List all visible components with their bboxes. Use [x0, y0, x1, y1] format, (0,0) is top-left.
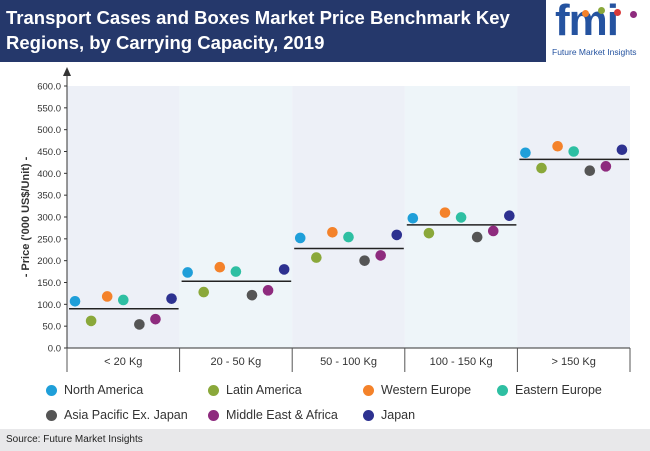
legend-marker-icon	[363, 410, 374, 421]
y-tick-label: 600.0	[37, 82, 61, 93]
y-tick-label: 0.0	[48, 344, 61, 355]
data-point	[423, 227, 435, 239]
legend-marker-icon	[46, 410, 57, 421]
data-point	[150, 313, 161, 325]
chart-legend: North America Latin America Western Europe…	[0, 380, 650, 430]
data-point	[584, 165, 596, 177]
category-band	[179, 86, 293, 348]
x-tick-label: > 150 Kg	[552, 356, 596, 368]
data-point	[134, 319, 145, 330]
legend-label: North America	[64, 383, 144, 397]
legend-marker-icon	[46, 385, 57, 396]
y-tick-label: 100.0	[37, 300, 61, 311]
y-tick-label: 200.0	[37, 256, 61, 267]
x-tick-label: 100 - 150 Kg	[430, 356, 493, 368]
data-point	[487, 225, 499, 237]
data-point	[552, 140, 563, 152]
data-point	[101, 291, 113, 302]
data-point	[375, 250, 386, 261]
category-band	[292, 86, 405, 348]
data-point	[166, 293, 177, 304]
y-tick-label: 500.0	[37, 125, 61, 136]
logo-tagline: Future Market Insights	[552, 47, 637, 57]
data-point	[198, 286, 210, 298]
price-benchmark-chart: 0.0 50.0 100.0 150.0 200.0 250.0 300.0 350.0 400…	[20, 67, 631, 372]
data-point	[568, 146, 579, 157]
legend-marker-icon	[363, 385, 374, 396]
logo-wordmark: fmi	[555, 0, 619, 45]
data-point	[278, 264, 290, 275]
data-point	[182, 267, 193, 278]
y-tick-label: 350.0	[37, 191, 61, 202]
legend-label: Western Europe	[381, 383, 472, 397]
data-point	[616, 144, 628, 156]
data-point	[359, 255, 370, 266]
legend-label: Asia Pacific Ex. Japan	[64, 408, 188, 422]
data-point	[407, 213, 419, 224]
data-point	[391, 229, 403, 241]
logo-dot-icon	[582, 10, 589, 17]
logo-dot-icon	[614, 9, 621, 16]
legend-marker-icon	[208, 385, 219, 396]
source-text: Source: Future Market Insights	[6, 434, 143, 445]
x-tick-label: 50 - 100 Kg	[320, 356, 377, 368]
data-point	[118, 294, 129, 306]
data-point	[230, 266, 242, 277]
data-point	[262, 285, 274, 296]
data-point	[69, 295, 81, 307]
legend-label: Eastern Europe	[515, 383, 602, 397]
data-point	[504, 210, 515, 221]
data-point	[439, 207, 451, 218]
data-point	[85, 315, 97, 327]
category-band	[517, 86, 630, 348]
data-point	[214, 261, 226, 273]
chart-header: Transport Cases and Boxes Market Price B…	[0, 0, 650, 62]
y-tick-label: 300.0	[37, 213, 61, 224]
legend-label: Middle East & Africa	[226, 408, 338, 422]
legend-label: Japan	[381, 408, 416, 422]
source-footer: Source: Future Market Insights	[0, 429, 650, 451]
data-point	[600, 161, 612, 172]
data-point	[327, 226, 338, 238]
y-axis-label: - Price ('000 US$/Unit) -	[20, 156, 32, 277]
y-tick-label: 50.0	[43, 322, 62, 333]
y-tick-label: 550.0	[37, 103, 61, 114]
data-point	[536, 162, 547, 174]
data-point	[294, 232, 306, 244]
y-tick-label: 150.0	[37, 278, 61, 289]
x-tick-label: 20 - 50 Kg	[211, 356, 262, 368]
x-tick-label: < 20 Kg	[104, 356, 142, 368]
logo-dot-icon	[630, 11, 637, 18]
legend-marker-icon	[208, 410, 219, 421]
legend-label: Latin America	[226, 383, 302, 397]
data-point	[471, 231, 483, 243]
y-tick-label: 400.0	[37, 169, 61, 180]
data-point	[455, 212, 467, 223]
logo-dot-icon	[598, 7, 605, 14]
y-axis-arrow-icon	[63, 67, 71, 76]
data-point	[343, 231, 354, 243]
data-point	[520, 147, 531, 159]
data-point	[246, 289, 258, 301]
data-point	[311, 252, 322, 263]
y-tick-label: 450.0	[37, 147, 61, 158]
y-tick-label: 250.0	[37, 234, 61, 245]
chart-title: Transport Cases and Boxes Market Price B…	[6, 7, 510, 53]
legend-marker-icon	[497, 385, 508, 396]
